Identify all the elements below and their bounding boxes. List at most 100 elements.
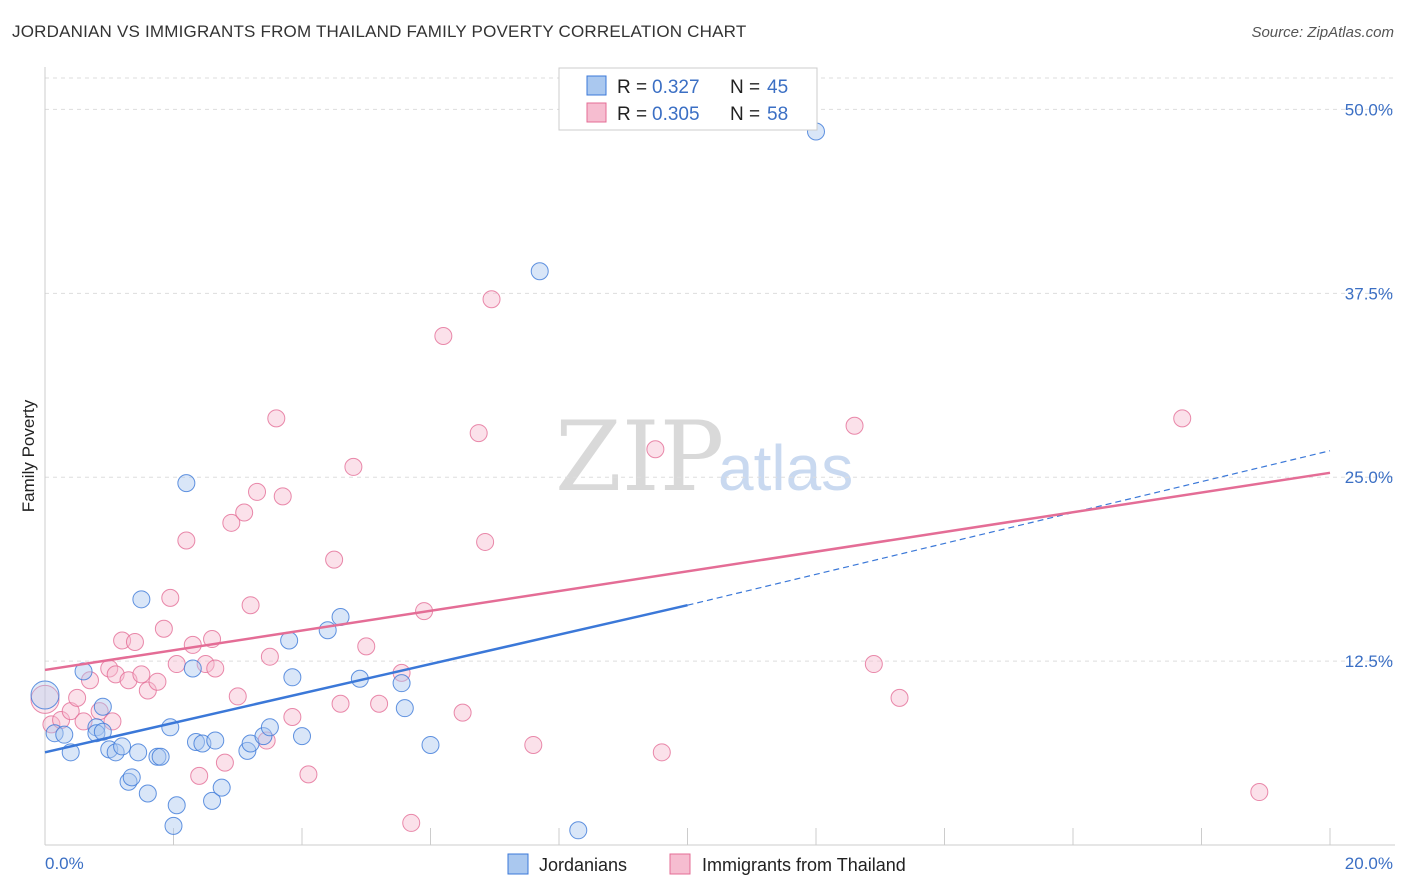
data-point: [530, 262, 549, 281]
data-point: [206, 659, 225, 678]
legend-r-value-1: 0.327: [652, 77, 700, 98]
data-point: [283, 668, 302, 687]
data-point: [325, 550, 344, 569]
bottom-legend-jordanians: Jordanians: [539, 855, 627, 875]
correlation-legend: R = 0.327 N = 45 R = 0.305 N = 58: [558, 67, 818, 131]
data-point: [469, 424, 488, 443]
data-point: [524, 735, 543, 754]
data-point: [215, 753, 234, 772]
data-point: [55, 725, 74, 744]
data-point: [318, 621, 337, 640]
data-point: [30, 680, 60, 710]
data-point: [129, 743, 148, 762]
data-point: [344, 457, 363, 476]
data-point: [283, 708, 302, 727]
bottom-legend-swatch-thailand: [669, 853, 691, 875]
data-point: [267, 409, 286, 428]
data-point: [206, 731, 225, 750]
trend-line-jordanians: [44, 603, 688, 754]
data-point: [421, 735, 440, 754]
data-point: [235, 503, 254, 522]
data-point: [331, 694, 350, 713]
data-point: [254, 727, 273, 746]
trend-line-thailand: [44, 471, 1331, 672]
data-point: [222, 513, 241, 532]
data-point: [260, 718, 279, 737]
legend-r-label-2: R =: [617, 104, 647, 125]
data-point: [151, 747, 170, 766]
x-tick-label-min: 0.0%: [45, 854, 84, 873]
data-point: [646, 440, 665, 459]
data-point: [154, 619, 173, 638]
y-tick-label: 12.5%: [1345, 652, 1393, 671]
data-point: [203, 791, 222, 810]
legend-r-value-2: 0.305: [652, 104, 700, 125]
data-point: [113, 737, 132, 756]
data-point: [652, 743, 671, 762]
data-point: [434, 326, 453, 345]
data-point: [190, 766, 209, 785]
data-point: [148, 672, 167, 691]
data-point: [402, 813, 421, 832]
data-point: [186, 733, 205, 752]
x-ticks: [44, 828, 1331, 845]
data-point: [248, 482, 267, 501]
data-point: [45, 724, 64, 743]
bottom-legend-swatch-jordanians: [507, 853, 529, 875]
legend-r-label-1: R =: [617, 77, 647, 98]
data-point: [61, 702, 80, 721]
bottom-legend-thailand: Immigrants from Thailand: [702, 855, 906, 875]
data-point: [161, 588, 180, 607]
data-point: [890, 688, 909, 707]
y-tick-label: 50.0%: [1345, 100, 1393, 119]
data-point: [212, 778, 231, 797]
data-point: [125, 632, 144, 651]
data-point: [164, 816, 183, 835]
legend-n-label-2: N =: [730, 104, 760, 125]
trend-lines: [44, 450, 1331, 754]
data-point: [453, 703, 472, 722]
data-point: [1250, 783, 1269, 802]
series-thailand-points: [30, 290, 1269, 832]
legend-n-value-1: 45: [767, 77, 788, 98]
data-point: [299, 765, 318, 784]
data-point: [260, 647, 279, 666]
data-point: [476, 532, 495, 551]
legend-n-label-1: N =: [730, 77, 760, 98]
data-point: [138, 784, 157, 803]
watermark-atlas: atlas: [718, 432, 853, 504]
series-legend: Jordanians Immigrants from Thailand: [507, 853, 906, 875]
data-point: [228, 687, 247, 706]
data-point: [1173, 409, 1192, 428]
data-point: [177, 531, 196, 550]
y-tick-label: 25.0%: [1345, 468, 1393, 487]
chart-title: JORDANIAN VS IMMIGRANTS FROM THAILAND FA…: [12, 22, 747, 41]
watermark-zip: ZIP: [555, 401, 724, 513]
data-point: [569, 821, 588, 840]
legend-swatch-jordanians: [586, 75, 607, 96]
data-point: [392, 674, 411, 693]
source-label: Source: ZipAtlas.com: [1251, 24, 1394, 41]
data-point: [167, 655, 186, 674]
grid-lines: [45, 77, 1395, 662]
data-point: [167, 796, 186, 815]
x-tick-label-max: 20.0%: [1345, 854, 1393, 873]
y-tick-labels: 12.5% 25.0% 37.5% 50.0%: [1345, 100, 1393, 671]
series-jordanians-points: [30, 122, 825, 840]
data-point: [177, 474, 196, 493]
legend-n-value-2: 58: [767, 104, 788, 125]
data-point: [132, 590, 151, 609]
data-point: [864, 655, 883, 674]
data-point: [293, 727, 311, 746]
data-point: [93, 697, 112, 716]
data-point: [183, 659, 202, 678]
data-point: [273, 487, 292, 506]
data-point: [132, 665, 151, 684]
data-point: [68, 688, 87, 707]
data-point: [395, 699, 414, 718]
data-point: [113, 631, 132, 650]
data-point: [122, 768, 141, 787]
y-tick-label: 37.5%: [1345, 284, 1393, 303]
data-point: [482, 290, 501, 309]
